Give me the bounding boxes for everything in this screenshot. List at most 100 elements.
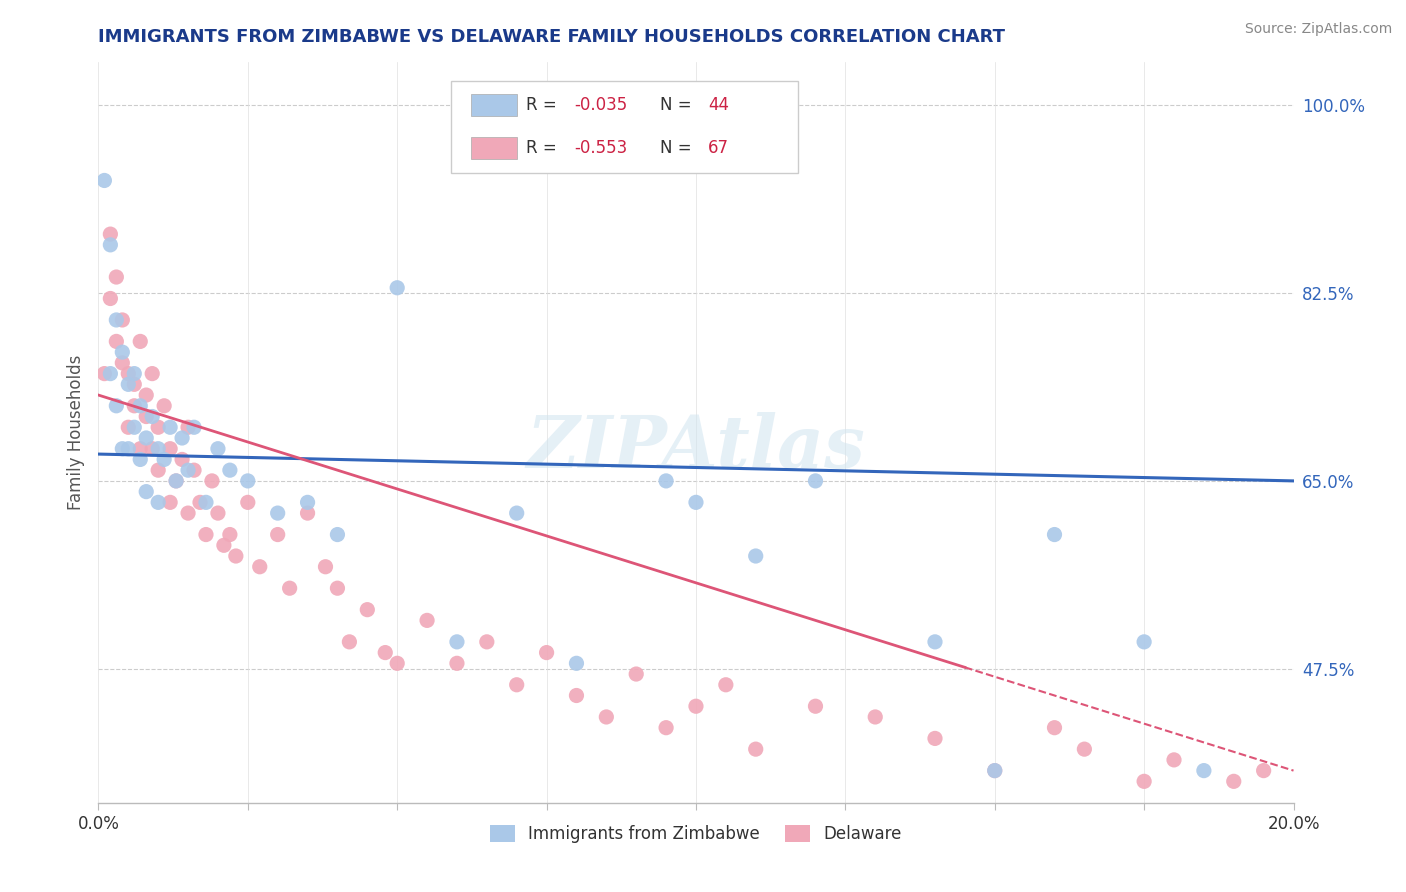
Point (129, 452, 152, 467)
Point (475, 635, 498, 649)
Point (141, 442, 163, 456)
Bar (471, 137, 517, 160)
Point (655, 474, 678, 488)
Point (804, 474, 827, 488)
Point (105, 399, 128, 413)
Point (315, 559, 337, 574)
Point (111, 313, 134, 327)
Point (159, 442, 181, 456)
Point (416, 614, 439, 628)
Point (984, 764, 1007, 778)
Point (374, 646, 396, 660)
Point (135, 409, 157, 424)
Point (626, 667, 648, 681)
Text: Source: ZipAtlas.com: Source: ZipAtlas.com (1244, 22, 1392, 37)
Point (124, 377, 146, 392)
Point (165, 474, 187, 488)
Point (565, 657, 588, 671)
Point (267, 506, 290, 520)
Point (135, 484, 157, 499)
Point (249, 559, 271, 574)
Point (536, 646, 558, 660)
Point (278, 581, 301, 595)
Text: N =: N = (661, 96, 697, 114)
Point (326, 527, 349, 541)
Point (105, 334, 128, 349)
Legend: Immigrants from Zimbabwe, Delaware: Immigrants from Zimbabwe, Delaware (484, 819, 908, 850)
Point (153, 399, 176, 413)
Point (195, 495, 218, 509)
Point (1043, 721, 1066, 735)
Point (188, 495, 211, 509)
Point (93, 367, 115, 381)
Point (1192, 764, 1215, 778)
Text: -0.035: -0.035 (574, 96, 627, 114)
Point (159, 495, 181, 509)
Point (124, 399, 146, 413)
Text: -0.553: -0.553 (574, 139, 627, 157)
Point (714, 678, 737, 692)
Text: N =: N = (661, 139, 697, 157)
Point (212, 538, 235, 552)
Point (124, 420, 146, 434)
Point (159, 420, 181, 434)
Point (1253, 764, 1275, 778)
Point (685, 495, 707, 509)
Point (177, 463, 200, 477)
Point (183, 463, 205, 477)
Point (865, 710, 887, 724)
Point (98, 237, 122, 252)
Point (117, 377, 139, 392)
Point (177, 420, 200, 434)
Point (236, 495, 259, 509)
Point (506, 506, 529, 520)
Point (297, 495, 319, 509)
Point (297, 506, 319, 520)
Point (1133, 774, 1156, 789)
Point (1163, 753, 1185, 767)
Point (124, 367, 146, 381)
Y-axis label: Family Households: Family Households (66, 355, 84, 510)
Point (111, 345, 134, 359)
Point (129, 399, 152, 413)
Point (141, 409, 163, 424)
Point (141, 367, 163, 381)
Point (446, 657, 468, 671)
Text: R =: R = (526, 139, 562, 157)
Point (236, 474, 259, 488)
Point (326, 581, 349, 595)
Point (446, 635, 468, 649)
Point (219, 527, 242, 541)
Point (685, 699, 707, 714)
Text: 44: 44 (709, 96, 728, 114)
Point (201, 474, 224, 488)
Point (804, 699, 827, 714)
Point (135, 388, 157, 402)
Point (506, 678, 529, 692)
Point (98, 367, 122, 381)
Point (129, 334, 152, 349)
Point (98, 227, 122, 241)
Point (924, 731, 946, 746)
Text: R =: R = (526, 96, 562, 114)
Point (148, 420, 170, 434)
Point (172, 431, 194, 445)
Point (565, 689, 588, 703)
Point (745, 549, 768, 563)
Point (148, 442, 170, 456)
Point (385, 657, 409, 671)
Point (1223, 774, 1246, 789)
Point (177, 506, 200, 520)
Point (111, 442, 134, 456)
Text: IMMIGRANTS FROM ZIMBABWE VS DELAWARE FAMILY HOUSEHOLDS CORRELATION CHART: IMMIGRANTS FROM ZIMBABWE VS DELAWARE FAM… (98, 28, 1005, 45)
Point (195, 527, 218, 541)
Point (225, 549, 247, 563)
Point (219, 463, 242, 477)
Point (207, 506, 229, 520)
Point (356, 602, 378, 616)
Point (1133, 635, 1156, 649)
Point (339, 635, 361, 649)
Point (105, 270, 128, 285)
Point (172, 452, 194, 467)
Point (105, 313, 128, 327)
